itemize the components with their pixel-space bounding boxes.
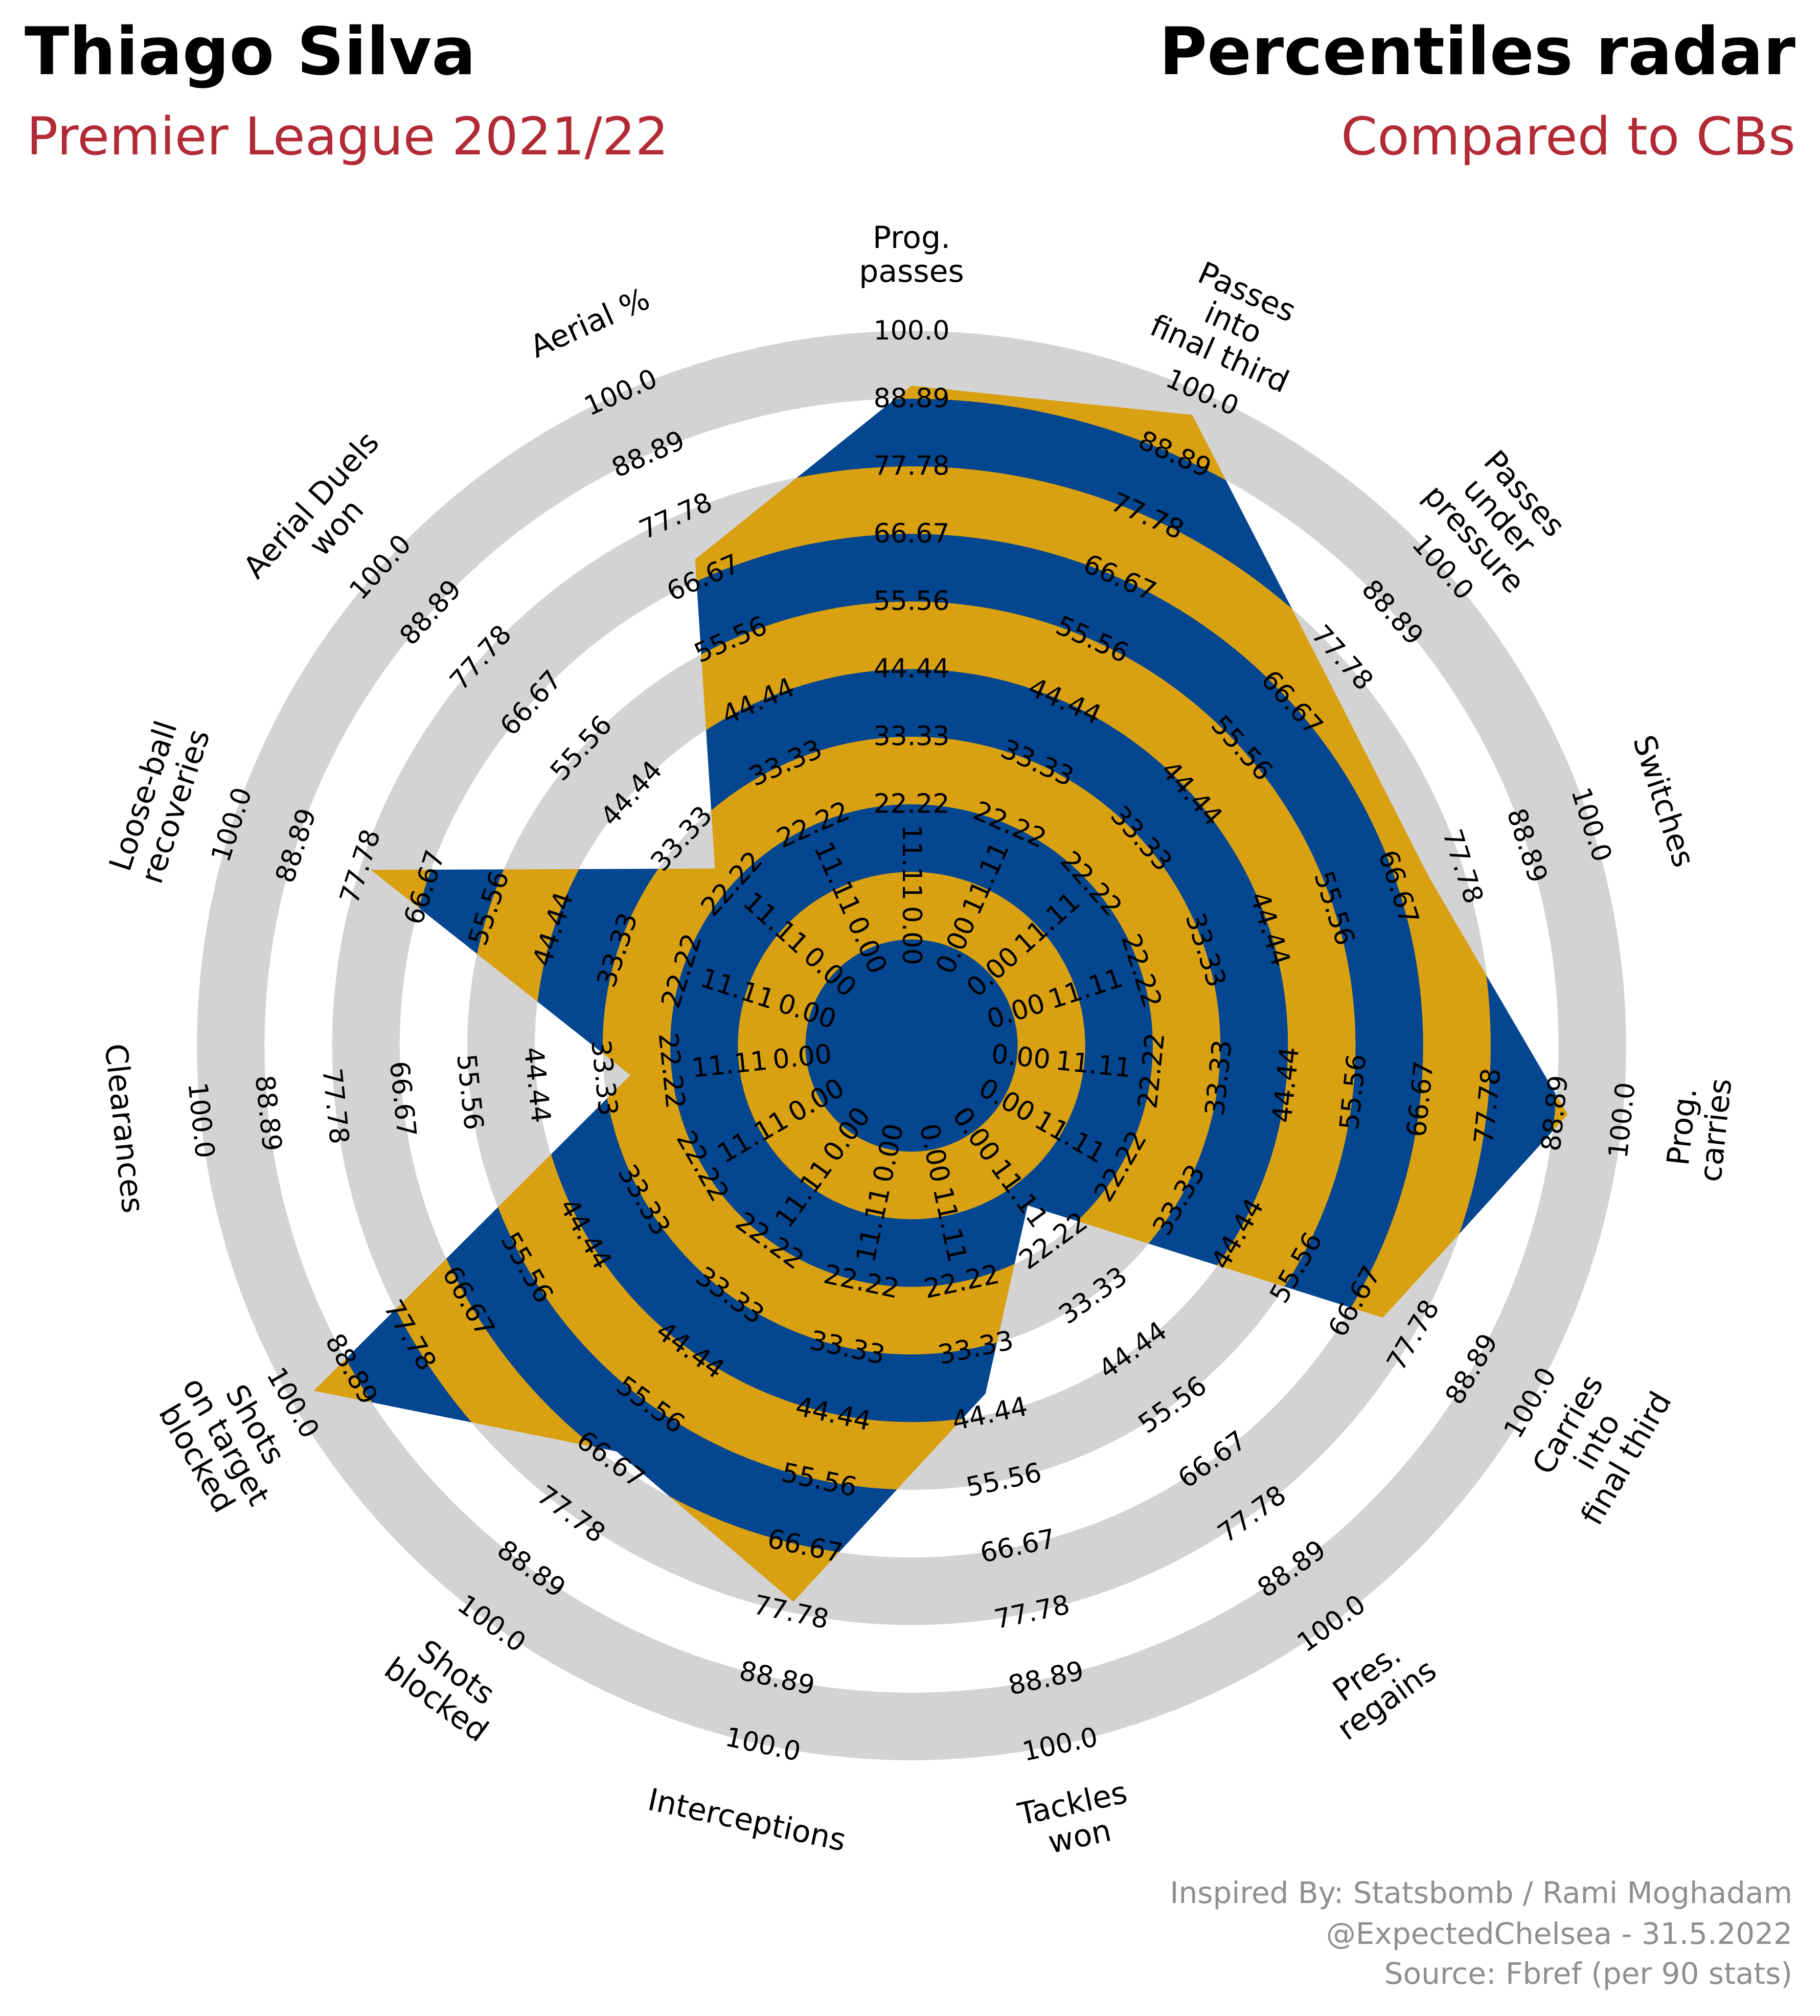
parameter-label: Tackleswon [1014, 1775, 1138, 1866]
parameter-label: Clearances [97, 1042, 150, 1215]
radar-band [313, 398, 1559, 1602]
parameter-label-line: passes [859, 254, 964, 289]
ring-value-label: 44.44 [874, 653, 950, 684]
parameter-label: Loose-ballrecoveries [102, 715, 217, 888]
parameter-label-line: Aerial Duels [237, 425, 386, 585]
ring-value-label: 0.00 [771, 1039, 833, 1076]
parameter-label-line: Prog. [873, 220, 950, 256]
ring-value-label: 33.33 [874, 721, 950, 752]
ring-value-label: 22.22 [874, 789, 950, 820]
competition-subtitle: Premier League 2021/22 [27, 106, 669, 167]
ring-value-label: 55.56 [874, 586, 950, 617]
background-ring [197, 331, 1626, 1760]
radar-band [602, 736, 1221, 1355]
credit-inspired: Inspired By: Statsbomb / Rami Moghadam [1170, 1875, 1792, 1910]
ring-value-label: 11.11 [896, 825, 927, 901]
ring-value-label: 66.67 [874, 518, 950, 549]
parameter-label: Aerial % [525, 281, 655, 366]
radar-band [670, 804, 1153, 1287]
parameter-label-line: Prog. [1660, 1086, 1704, 1167]
parameter-label: Prog.carries [1659, 1073, 1739, 1184]
parameter-label-line: Clearances [97, 1042, 150, 1215]
radar-band [737, 871, 1086, 1220]
parameter-label: Switches [1626, 731, 1702, 871]
ring-value-label: 100.0 [874, 315, 950, 346]
parameter-label-line: Switches [1626, 731, 1702, 871]
ring-value-label: 88.89 [874, 383, 950, 414]
ring-value-label: 0.00 [990, 1039, 1052, 1076]
player-name: Thiago Silva [25, 14, 476, 90]
parameter-label: Prog. passes [859, 220, 964, 289]
parameter-label: Interceptions [645, 1782, 849, 1859]
credit-author-date: @ExpectedChelsea - 31.5.2022 [1326, 1916, 1792, 1951]
comparison-subtitle: Compared to CBs [1341, 106, 1795, 167]
parameter-label-line: Interceptions [645, 1782, 849, 1859]
ring-value-label: 77.78 [874, 451, 950, 482]
inner-disk [805, 939, 1018, 1152]
chart-title: Percentiles radar [1159, 14, 1795, 90]
credit-source: Source: Fbref (per 90 stats) [1384, 1956, 1792, 1991]
parameter-label-line: Aerial % [525, 281, 655, 366]
ring-value-label: 0.00 [896, 906, 927, 965]
